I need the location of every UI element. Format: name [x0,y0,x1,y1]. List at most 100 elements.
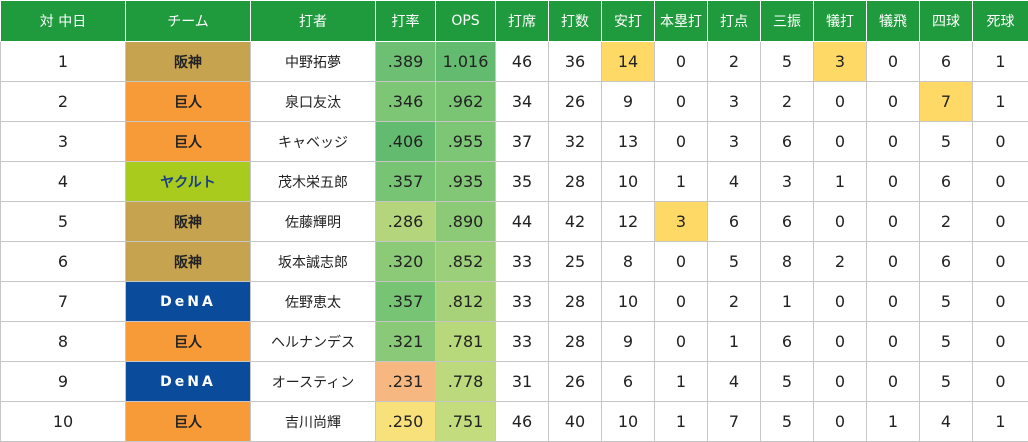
header-vs-chunichi[interactable]: 対 中日 [1,1,126,42]
table-row: 7 DeNA 佐野恵太 .357 .812 33 28 10 0 2 1 0 0… [1,282,1028,322]
sf-cell: 0 [867,122,920,162]
hr-cell: 0 [655,242,708,282]
rank-cell: 1 [1,42,126,82]
header-sf[interactable]: 犠飛 [867,1,920,42]
hbp-cell: 0 [973,202,1028,242]
ops-cell: .962 [436,82,496,122]
pa-cell: 33 [496,242,549,282]
hits-cell: 9 [602,322,655,362]
hr-cell: 0 [655,322,708,362]
sf-cell: 0 [867,322,920,362]
bb-cell: 2 [920,202,973,242]
table-row: 3 巨人 キャベッジ .406 .955 37 32 13 0 3 6 0 0 … [1,122,1028,162]
pa-cell: 44 [496,202,549,242]
sh-cell: 0 [814,282,867,322]
pa-cell: 37 [496,122,549,162]
sh-cell: 0 [814,122,867,162]
pa-cell: 33 [496,282,549,322]
rbi-cell: 4 [708,162,761,202]
bb-cell: 6 [920,162,973,202]
header-batter[interactable]: 打者 [251,1,376,42]
header-avg[interactable]: 打率 [376,1,436,42]
avg-cell: .357 [376,282,436,322]
pa-cell: 33 [496,322,549,362]
header-rbi[interactable]: 打点 [708,1,761,42]
so-cell: 3 [761,162,814,202]
ops-cell: 1.016 [436,42,496,82]
hr-cell: 0 [655,282,708,322]
header-so[interactable]: 三振 [761,1,814,42]
rank-cell: 8 [1,322,126,362]
table-row: 4 ヤクルト 茂木栄五郎 .357 .935 35 28 10 1 4 3 1 … [1,162,1028,202]
batter-cell: 坂本誠志郎 [251,242,376,282]
team-cell: 巨人 [126,322,251,362]
sf-cell: 0 [867,282,920,322]
header-sh[interactable]: 犠打 [814,1,867,42]
so-cell: 2 [761,82,814,122]
avg-cell: .406 [376,122,436,162]
ab-cell: 42 [549,202,602,242]
bb-cell: 7 [920,82,973,122]
pa-cell: 35 [496,162,549,202]
team-cell: DeNA [126,362,251,402]
bb-cell: 5 [920,282,973,322]
hbp-cell: 0 [973,322,1028,362]
so-cell: 6 [761,322,814,362]
hr-cell: 0 [655,82,708,122]
pa-cell: 31 [496,362,549,402]
batter-cell: 佐野恵太 [251,282,376,322]
team-cell: 阪神 [126,42,251,82]
batter-cell: 吉川尚輝 [251,402,376,442]
ab-cell: 28 [549,282,602,322]
hits-cell: 10 [602,162,655,202]
table-row: 2 巨人 泉口友汰 .346 .962 34 26 9 0 3 2 0 0 7 … [1,82,1028,122]
pa-cell: 34 [496,82,549,122]
header-bb[interactable]: 四球 [920,1,973,42]
rbi-cell: 2 [708,282,761,322]
sh-cell: 0 [814,402,867,442]
ops-cell: .852 [436,242,496,282]
header-pa[interactable]: 打席 [496,1,549,42]
team-cell: 阪神 [126,202,251,242]
rank-cell: 3 [1,122,126,162]
bb-cell: 5 [920,322,973,362]
sf-cell: 0 [867,162,920,202]
ab-cell: 40 [549,402,602,442]
rbi-cell: 2 [708,42,761,82]
so-cell: 5 [761,402,814,442]
sh-cell: 2 [814,242,867,282]
avg-cell: .231 [376,362,436,402]
ab-cell: 32 [549,122,602,162]
header-hits[interactable]: 安打 [602,1,655,42]
ops-cell: .751 [436,402,496,442]
hbp-cell: 0 [973,162,1028,202]
ab-cell: 36 [549,42,602,82]
bb-cell: 5 [920,122,973,162]
team-cell: 阪神 [126,242,251,282]
batter-cell: オースティン [251,362,376,402]
pa-cell: 46 [496,402,549,442]
table-row: 8 巨人 ヘルナンデス .321 .781 33 28 9 0 1 6 0 0 … [1,322,1028,362]
so-cell: 5 [761,362,814,402]
avg-cell: .286 [376,202,436,242]
batter-cell: 中野拓夢 [251,42,376,82]
header-ab[interactable]: 打数 [549,1,602,42]
hbp-cell: 0 [973,362,1028,402]
bb-cell: 6 [920,42,973,82]
bb-cell: 6 [920,242,973,282]
hr-cell: 1 [655,402,708,442]
header-team[interactable]: チーム [126,1,251,42]
header-ops[interactable]: OPS [436,1,496,42]
batter-cell: ヘルナンデス [251,322,376,362]
rank-cell: 7 [1,282,126,322]
sf-cell: 0 [867,202,920,242]
team-cell: ヤクルト [126,162,251,202]
rank-cell: 2 [1,82,126,122]
sh-cell: 0 [814,322,867,362]
team-cell: 巨人 [126,122,251,162]
header-hr[interactable]: 本塁打 [655,1,708,42]
header-hbp[interactable]: 死球 [973,1,1028,42]
sf-cell: 0 [867,42,920,82]
avg-cell: .389 [376,42,436,82]
